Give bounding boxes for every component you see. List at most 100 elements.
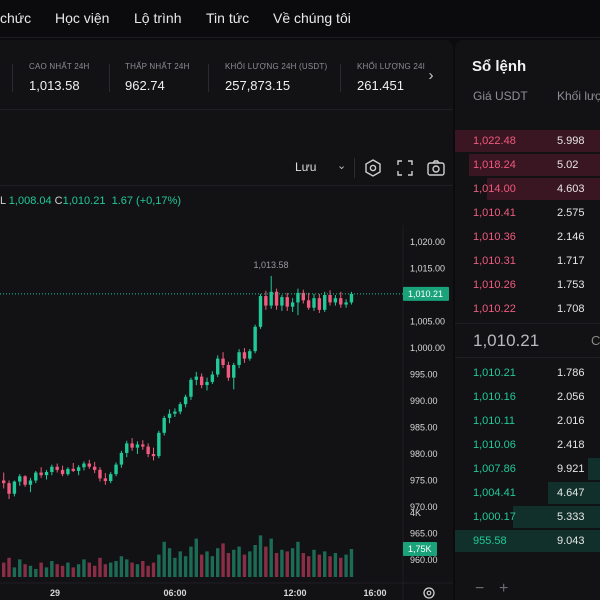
market-stats-bar: CAO NHẤT 24H 1,013.58 THẤP NHẤT 24H 962.… bbox=[0, 40, 453, 110]
nav-ve-chung-toi[interactable]: Về chúng tôi bbox=[273, 10, 351, 26]
y-tick-label: 995.00 bbox=[410, 370, 438, 380]
nav-to-chuc[interactable]: chức bbox=[0, 10, 32, 26]
stat-low-24h: THẤP NHẤT 24H 962.74 bbox=[125, 62, 190, 93]
ask-quantity: 5.998 bbox=[557, 135, 585, 147]
candle-body bbox=[189, 379, 193, 397]
fullscreen-icon[interactable] bbox=[395, 158, 415, 178]
y-tick-label: 1,015.00 bbox=[410, 264, 445, 274]
volume-bar bbox=[226, 553, 231, 577]
candle-body bbox=[344, 302, 348, 305]
volume-bar bbox=[280, 549, 284, 577]
camera-icon[interactable] bbox=[426, 158, 446, 178]
ask-row[interactable]: 1,010.22 1.708 bbox=[455, 297, 600, 321]
nav-hoc-vien[interactable]: Học viện bbox=[55, 10, 110, 26]
candle-body bbox=[23, 476, 27, 485]
volume-bar bbox=[146, 565, 150, 577]
stat-value: 261.451 bbox=[357, 78, 404, 93]
ask-row[interactable]: 1,010.41 2.575 bbox=[455, 201, 600, 225]
candlestick-chart-svg[interactable]: 1,020.001,015.001,010.001,005.001,000.00… bbox=[0, 185, 453, 600]
ohlc-close-value: 1,010.21 bbox=[62, 195, 106, 207]
order-book-title: Sổ lệnh bbox=[472, 58, 527, 75]
volume-bar bbox=[194, 538, 198, 577]
stat-value: 962.74 bbox=[125, 78, 165, 93]
chart-toolbar: Lưu ⌄ bbox=[0, 150, 453, 186]
ask-row[interactable]: 1,014.00 4.603 bbox=[455, 177, 600, 201]
bid-quantity: 2.418 bbox=[557, 439, 585, 451]
divider bbox=[455, 357, 600, 358]
candle-body bbox=[7, 483, 11, 494]
nav-lo-trinh[interactable]: Lộ trình bbox=[134, 10, 182, 26]
bid-quantity: 9.921 bbox=[557, 463, 585, 475]
candle-body bbox=[317, 298, 322, 310]
candle-body bbox=[226, 364, 231, 378]
ask-price: 1,010.41 bbox=[473, 207, 516, 219]
bid-depth-bar bbox=[513, 506, 600, 528]
bid-price: 1,000.17 bbox=[473, 511, 516, 523]
ask-price: 1,022.48 bbox=[473, 135, 516, 147]
candle-body bbox=[39, 472, 43, 476]
bid-row[interactable]: 1,010.06 2.418 bbox=[455, 433, 600, 457]
zoom-in-button[interactable]: + bbox=[499, 580, 509, 597]
bid-row[interactable]: 1,010.16 2.056 bbox=[455, 385, 600, 409]
bid-row[interactable]: 1,010.21 1.786 bbox=[455, 361, 600, 385]
ohlc-close-label: C bbox=[54, 195, 63, 207]
candle-body bbox=[135, 444, 140, 448]
settings-hexagon-icon[interactable] bbox=[363, 158, 383, 178]
stat-divider bbox=[208, 64, 209, 92]
bid-row[interactable]: 1,010.11 2.016 bbox=[455, 409, 600, 433]
candle-body bbox=[76, 467, 81, 471]
candle-body bbox=[264, 296, 268, 306]
stat-high-24h: CAO NHẤT 24H 1,013.58 bbox=[29, 62, 90, 93]
ask-price: 1,018.24 bbox=[473, 159, 516, 171]
stat-divider bbox=[109, 64, 110, 92]
candle-body bbox=[178, 404, 182, 412]
candle-body bbox=[66, 468, 70, 475]
ask-row[interactable]: 1,018.24 5.02 bbox=[455, 153, 600, 177]
volume-bar bbox=[39, 562, 43, 577]
save-layout-button[interactable]: Lưu bbox=[295, 160, 317, 174]
nav-tin-tuc[interactable]: Tin tức bbox=[206, 10, 250, 26]
bid-row[interactable]: 955.58 9.043 bbox=[455, 529, 600, 553]
bid-row[interactable]: 1,007.86 9.921 bbox=[455, 457, 600, 481]
chart-settings-icon[interactable] bbox=[423, 587, 435, 599]
bid-row[interactable]: 1,004.41 4.647 bbox=[455, 481, 600, 505]
volume-bar bbox=[344, 554, 348, 577]
volume-bar bbox=[109, 562, 113, 577]
ask-row[interactable]: 1,010.36 2.146 bbox=[455, 225, 600, 249]
volume-bar bbox=[66, 562, 70, 577]
volume-bar bbox=[44, 567, 49, 577]
candle-body bbox=[12, 481, 17, 494]
chevron-down-icon[interactable]: ⌄ bbox=[337, 160, 347, 172]
volume-bar bbox=[269, 538, 273, 577]
ask-quantity: 1.717 bbox=[557, 255, 585, 267]
candle-body bbox=[146, 446, 150, 454]
x-tick-label: 16:00 bbox=[363, 588, 386, 598]
volume-bar bbox=[167, 548, 172, 577]
volume-bar bbox=[339, 557, 343, 577]
ask-row[interactable]: 1,022.48 5.998 bbox=[455, 129, 600, 153]
candle-body bbox=[296, 292, 300, 303]
zoom-out-button[interactable]: − bbox=[475, 580, 485, 597]
y-tick-label: 990.00 bbox=[410, 396, 438, 406]
candle-body bbox=[199, 376, 204, 386]
volume-bar bbox=[92, 565, 97, 577]
ask-row[interactable]: 1,010.31 1.717 bbox=[455, 249, 600, 273]
bid-quantity: 1.786 bbox=[557, 367, 585, 379]
bid-row[interactable]: 1,000.17 5.333 bbox=[455, 505, 600, 529]
volume-tag-label: 1,75K bbox=[408, 544, 432, 554]
ask-row[interactable]: 1,010.26 1.753 bbox=[455, 273, 600, 297]
volume-bar bbox=[274, 553, 279, 577]
stat-label: KHỐI LƯỢNG 24H (USDT) bbox=[225, 62, 328, 71]
chart-settings-icon-center bbox=[426, 590, 432, 596]
candle-body bbox=[306, 300, 311, 308]
volume-bar bbox=[141, 561, 145, 577]
volume-bar bbox=[216, 548, 220, 577]
chevron-right-icon[interactable]: › bbox=[428, 67, 434, 84]
volume-bar bbox=[199, 554, 204, 577]
candle-body bbox=[248, 351, 252, 359]
volume-bar bbox=[285, 551, 289, 577]
candle-body bbox=[285, 297, 289, 307]
price-chart[interactable]: 1,020.001,015.001,010.001,005.001,000.00… bbox=[0, 185, 453, 600]
candle-body bbox=[141, 444, 145, 447]
candle-body bbox=[167, 413, 172, 418]
